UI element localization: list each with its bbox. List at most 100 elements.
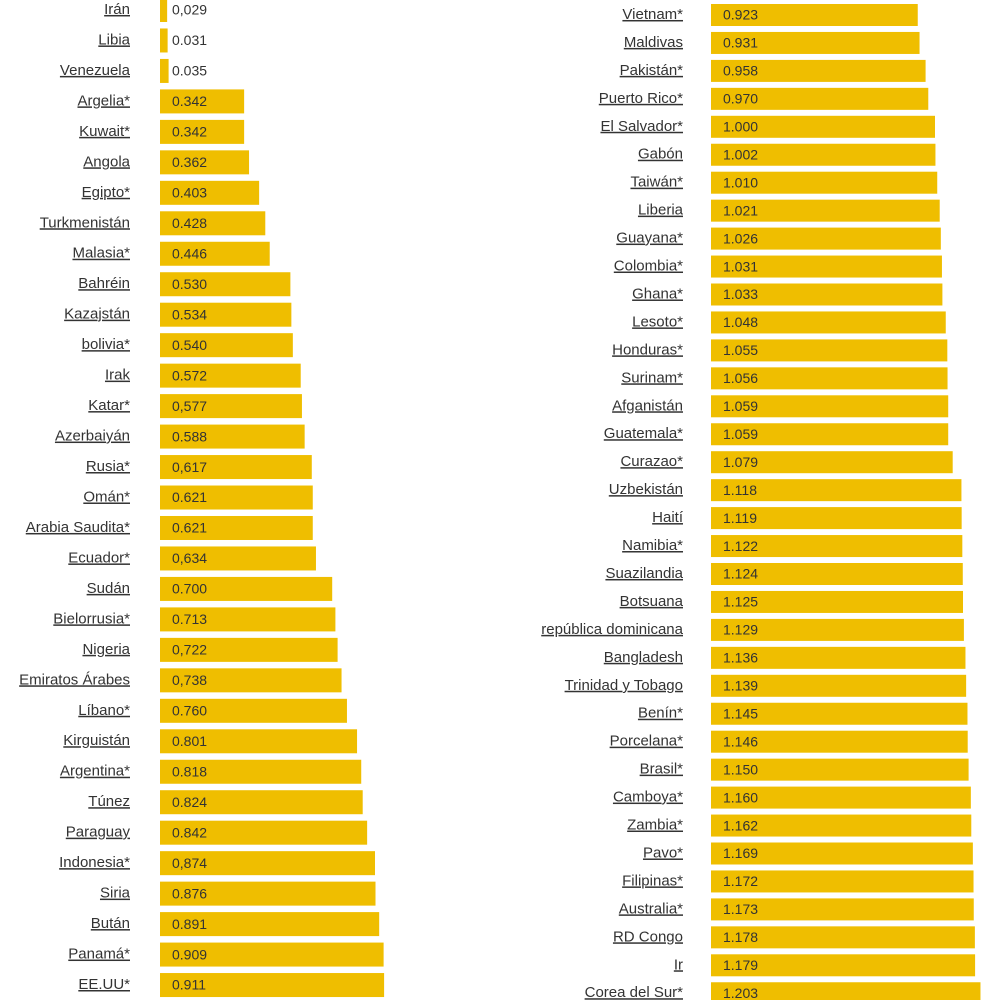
country-link[interactable]: Afganistán <box>612 397 683 414</box>
country-link[interactable]: Venezuela <box>60 62 131 79</box>
country-link[interactable]: Puerto Rico* <box>599 90 683 107</box>
country-link[interactable]: Angola <box>83 153 130 170</box>
country-link[interactable]: Pavo* <box>643 844 683 861</box>
value-label: 1.178 <box>723 929 758 945</box>
country-link[interactable]: Gabón <box>638 146 683 163</box>
bar <box>711 31 920 54</box>
country-link[interactable]: Malasia* <box>72 245 130 262</box>
country-link[interactable]: Irak <box>105 367 131 384</box>
bar <box>711 255 942 278</box>
country-link[interactable]: Kirguistán <box>63 732 130 749</box>
country-link[interactable]: Curazao* <box>620 453 683 470</box>
country-link[interactable]: Egipto* <box>82 184 131 201</box>
country-link[interactable]: Kazajstán <box>64 306 130 323</box>
country-link[interactable]: Surinam* <box>621 369 683 386</box>
country-link[interactable]: Paraguay <box>66 824 131 841</box>
country-link[interactable]: Túnez <box>88 793 130 810</box>
country-link[interactable]: El Salvador* <box>600 118 683 135</box>
country-link[interactable]: Uzbekistán <box>609 481 683 498</box>
bar <box>711 646 966 669</box>
value-label: 0.911 <box>172 977 206 993</box>
country-link[interactable]: Haití <box>652 509 684 526</box>
value-label: 1.056 <box>723 370 758 386</box>
value-label: 1.079 <box>723 454 758 470</box>
value-label: 1.010 <box>723 174 758 190</box>
country-link[interactable]: Siria <box>100 885 131 902</box>
country-link[interactable]: Guatemala* <box>604 425 683 442</box>
country-link[interactable]: Kuwait* <box>79 123 130 140</box>
country-link[interactable]: Camboya* <box>613 789 683 806</box>
value-label: 0.713 <box>172 611 207 627</box>
bar <box>711 898 974 921</box>
bar <box>711 954 976 977</box>
country-link[interactable]: Líbano* <box>78 702 130 719</box>
country-link[interactable]: Benín* <box>638 705 683 722</box>
country-link[interactable]: Panamá* <box>68 946 130 963</box>
country-link[interactable]: Corea del Sur* <box>585 984 684 1000</box>
country-link[interactable]: Irán <box>104 1 130 18</box>
value-label: 1.150 <box>723 761 758 777</box>
country-link[interactable]: Honduras* <box>612 341 683 358</box>
country-link[interactable]: Namibia* <box>622 537 683 554</box>
value-label: 0,029 <box>172 2 207 18</box>
country-link[interactable]: Liberia <box>638 202 684 219</box>
country-link[interactable]: Vietnam* <box>622 6 683 23</box>
country-link[interactable]: Emiratos Árabes <box>19 671 130 688</box>
country-link[interactable]: Arabia Saudita* <box>26 519 130 536</box>
bar <box>711 507 962 530</box>
country-link[interactable]: Azerbaiyán <box>55 428 130 445</box>
country-link[interactable]: Libia <box>98 31 130 48</box>
country-link[interactable]: Bangladesh <box>604 649 683 666</box>
bar <box>711 870 974 893</box>
bar <box>160 668 342 693</box>
country-link[interactable]: Suazilandia <box>605 565 683 582</box>
country-link[interactable]: Porcelana* <box>610 733 684 750</box>
country-link[interactable]: Botsuana <box>620 593 684 610</box>
country-link[interactable]: Filipinas* <box>622 872 683 889</box>
country-link[interactable]: Nigeria <box>82 641 130 658</box>
bar <box>711 143 936 166</box>
bar <box>711 730 968 753</box>
country-link[interactable]: Pakistán* <box>620 62 684 79</box>
country-link[interactable]: EE.UU* <box>78 976 130 993</box>
country-link[interactable]: república dominicana <box>541 621 683 638</box>
country-link[interactable]: Indonesia* <box>59 854 130 871</box>
value-label: 0.446 <box>172 245 207 261</box>
value-label: 1.124 <box>723 566 758 582</box>
value-label: 1.031 <box>723 258 758 274</box>
country-link[interactable]: Ghana* <box>632 285 683 302</box>
country-link[interactable]: Maldivas <box>624 34 683 51</box>
country-link[interactable]: Rusia* <box>86 458 130 475</box>
bar <box>711 702 968 725</box>
country-link[interactable]: RD Congo <box>613 928 683 945</box>
country-link[interactable]: bolivia* <box>82 336 131 353</box>
country-link[interactable]: Taiwán* <box>630 174 683 191</box>
country-link[interactable]: Trinidad y Tobago <box>565 677 683 694</box>
country-link[interactable]: Bielorrusia* <box>53 610 130 627</box>
country-link[interactable]: Colombia* <box>614 258 683 275</box>
value-label: 1.059 <box>723 398 758 414</box>
country-link[interactable]: Ecuador* <box>68 549 130 566</box>
country-link[interactable]: Katar* <box>88 397 130 414</box>
country-link[interactable]: Zambia* <box>627 817 683 834</box>
country-link[interactable]: Brasil* <box>640 761 684 778</box>
bar <box>711 674 967 697</box>
country-link[interactable]: Omán* <box>83 488 130 505</box>
country-link[interactable]: Argelia* <box>77 92 130 109</box>
country-link[interactable]: Sudán <box>87 580 130 597</box>
country-link[interactable]: Argentina* <box>60 763 130 780</box>
country-link[interactable]: Lesoto* <box>632 313 683 330</box>
country-link[interactable]: Ir <box>674 956 683 973</box>
value-label: 0.621 <box>172 520 207 536</box>
bar <box>160 576 333 601</box>
country-link[interactable]: Bután <box>91 915 130 932</box>
value-label: 1.119 <box>723 510 757 526</box>
bar <box>711 786 971 809</box>
country-link[interactable]: Australia* <box>619 900 683 917</box>
country-link[interactable]: Bahréin <box>78 275 130 292</box>
bar <box>711 535 963 558</box>
country-link[interactable]: Turkmenistán <box>40 214 130 231</box>
bar <box>711 451 953 474</box>
country-link[interactable]: Guayana* <box>616 230 683 247</box>
value-label: 1.021 <box>723 202 758 218</box>
